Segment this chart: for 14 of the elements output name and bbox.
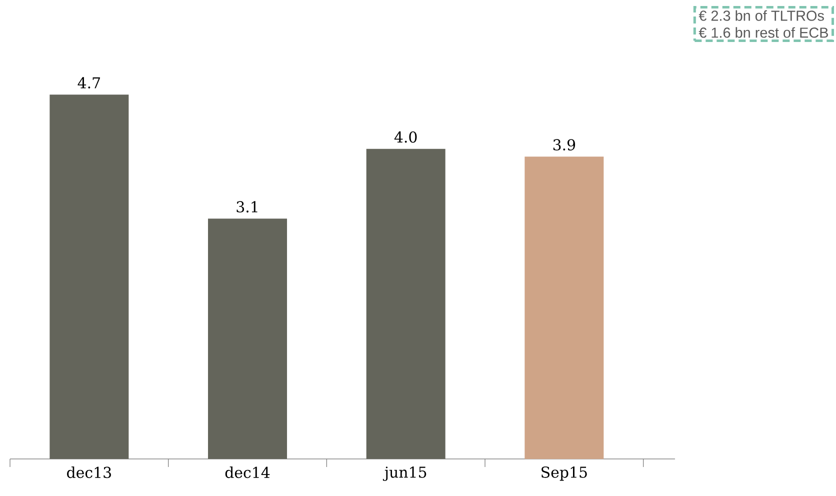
- text: € 2.3 bn of TLTROs: [698, 10, 824, 21]
- x-tick-label: jun15: [382, 466, 426, 481]
- bar: [50, 94, 129, 459]
- data-label: 4.0: [394, 131, 417, 143]
- bar: [208, 218, 288, 459]
- data-label: 3.1: [236, 201, 258, 212]
- x-tick-label: Sep15: [542, 466, 587, 481]
- text: € 1.6 bn rest of ECB: [698, 27, 828, 38]
- bar: [366, 148, 446, 459]
- x-tick-label: dec14: [225, 466, 270, 478]
- x-tick-label: dec13: [67, 466, 111, 478]
- data-label: 4.7: [78, 77, 100, 88]
- bar: [524, 156, 604, 459]
- data-label: 3.9: [553, 139, 576, 150]
